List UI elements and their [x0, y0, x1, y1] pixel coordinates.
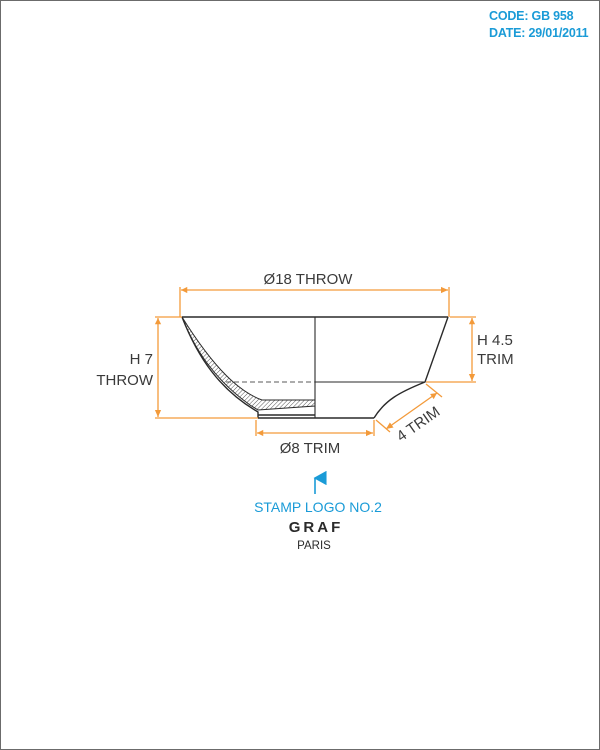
label-height-trim-2: TRIM — [477, 351, 514, 368]
bowl-profile — [181, 316, 449, 419]
drawing-date: DATE: 29/01/2011 — [489, 26, 589, 40]
label-height-throw-1: H 7 — [130, 351, 153, 368]
dimension-lines — [154, 286, 476, 437]
product-code: CODE: GB 958 — [489, 9, 574, 23]
title-block: CODE: GB 958 DATE: 29/01/2011 — [489, 8, 589, 42]
brand-city-text: PARIS — [297, 540, 331, 552]
label-diameter-trim: Ø8 TRIM — [280, 440, 341, 457]
dim-side-trim — [385, 392, 438, 430]
bowl-base — [258, 414, 374, 419]
stamp-label: STAMP LOGO NO.2 — [254, 499, 382, 515]
label-side-trim: 4 TRIM — [394, 403, 444, 445]
label-height-throw-2: THROW — [96, 372, 153, 389]
outer-right-wall — [373, 316, 449, 419]
brand-logo-text: GRAF — [289, 519, 344, 536]
label-height-trim-1: H 4.5 — [477, 332, 513, 349]
outer-left-curve — [181, 316, 259, 418]
label-diameter-throw: Ø18 THROW — [264, 271, 354, 288]
wall-section-hatch — [181, 316, 316, 411]
